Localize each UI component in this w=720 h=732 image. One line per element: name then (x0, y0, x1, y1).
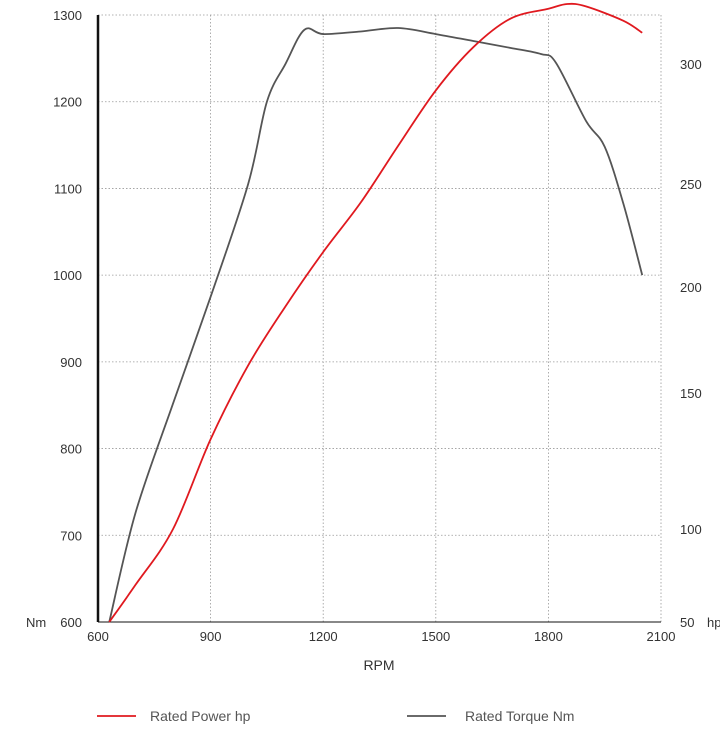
power-line (108, 2, 643, 623)
x-tick-label: 900 (200, 629, 222, 644)
right-tick-label: 200 (680, 280, 702, 295)
x-tick-label: 2100 (647, 629, 676, 644)
x-tick-label: 1500 (421, 629, 450, 644)
left-tick-label: 900 (60, 355, 82, 370)
left-tick-label: 1200 (53, 95, 82, 110)
torque-line (108, 27, 644, 623)
left-axis-unit: Nm (26, 615, 46, 630)
right-tick-label: 50 (680, 615, 694, 630)
left-tick-labels: 600 700 800 900 1000 1100 1200 1300 (53, 8, 82, 630)
left-tick-label: 700 (60, 528, 82, 543)
legend-label: Rated Power hp (150, 708, 251, 724)
x-axis-title: RPM (363, 657, 394, 673)
left-tick-label: 600 (60, 615, 82, 630)
series-lines (108, 2, 644, 623)
grid (98, 14, 662, 622)
x-tick-label: 600 (87, 629, 109, 644)
left-tick-label: 1000 (53, 268, 82, 283)
x-tick-labels: 600 900 1200 1500 1800 2100 (87, 629, 675, 644)
right-tick-label: 300 (680, 57, 702, 72)
right-tick-label: 100 (680, 522, 702, 537)
legend: Rated Power hp Rated Torque Nm (97, 708, 574, 724)
right-tick-label: 250 (680, 177, 702, 192)
x-tick-label: 1800 (534, 629, 563, 644)
left-tick-label: 800 (60, 442, 82, 457)
right-tick-label: 150 (680, 386, 702, 401)
right-axis-unit: hp (707, 615, 720, 630)
left-tick-label: 1100 (54, 181, 82, 196)
right-tick-labels: 50 100 150 200 250 300 (680, 57, 702, 630)
legend-label: Rated Torque Nm (465, 708, 574, 724)
left-tick-label: 1300 (53, 8, 82, 23)
x-tick-label: 1200 (309, 629, 338, 644)
